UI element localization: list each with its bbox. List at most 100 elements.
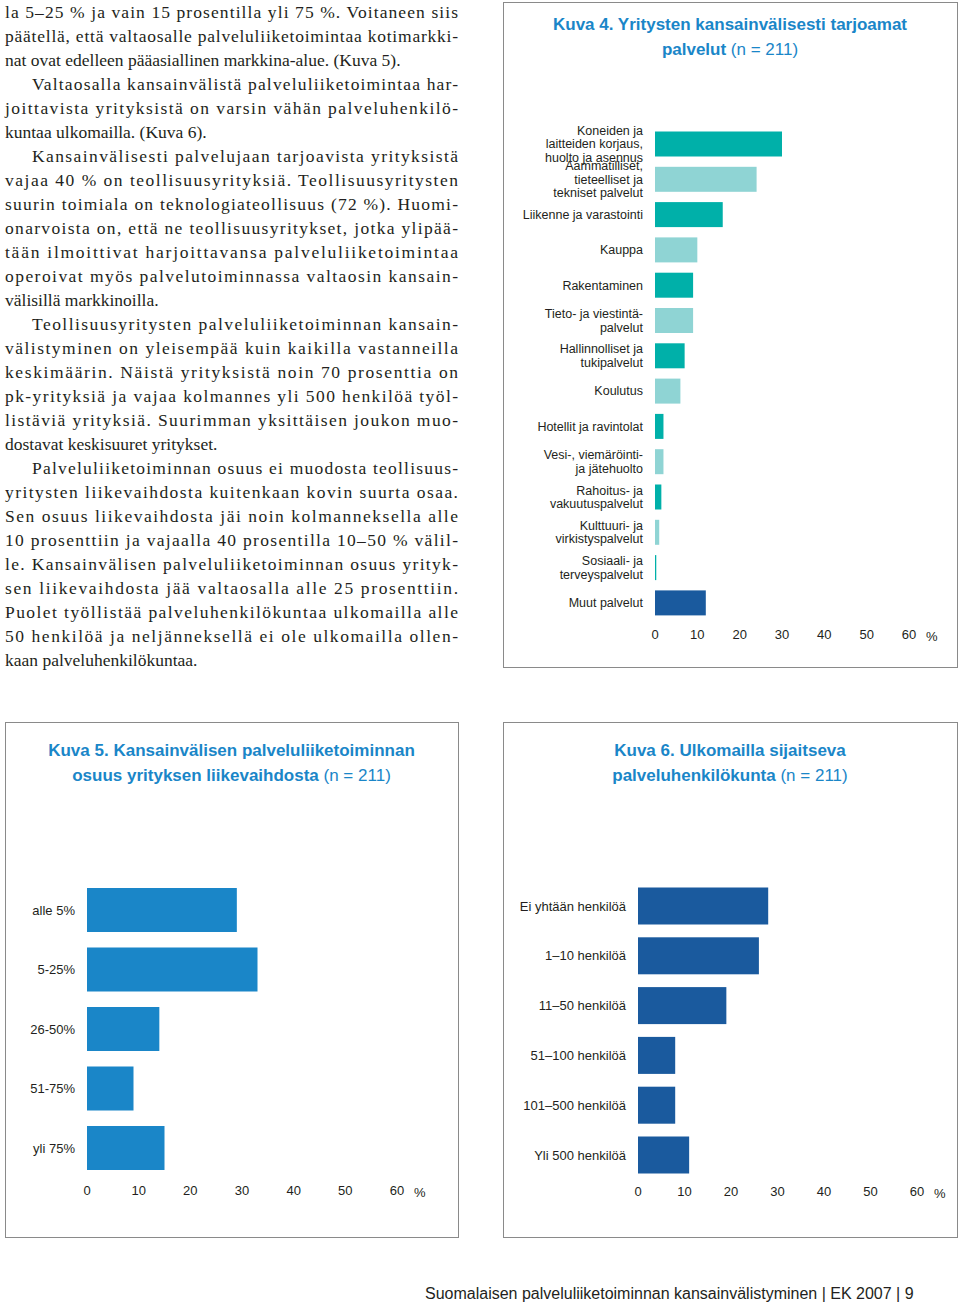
chart-title: Kuva 6. Ulkomailla sijaitsevapalveluhenk… (612, 741, 847, 785)
footer-separator: | (817, 1285, 826, 1302)
bar (87, 1067, 134, 1111)
chart: Kuva 5. Kansainvälisen palveluliiketoimi… (6, 723, 459, 1238)
category-label: Kauppa (600, 243, 643, 257)
bar (87, 888, 237, 932)
label-line: vakuutuspalvelut (550, 497, 644, 511)
text-line: operoivat myös palvelutoiminnassa valtao… (5, 266, 458, 286)
label-line: 5-25% (37, 962, 75, 977)
label-line: terveyspalvelut (560, 568, 644, 582)
bars (655, 132, 782, 616)
category-label: 1–10 henkilöä (545, 948, 627, 963)
title-line: Kuva 5. Kansainvälisen palveluliiketoimi… (48, 741, 415, 760)
label-line: palvelut (600, 321, 644, 335)
label-line: Muut palvelut (569, 596, 644, 610)
bar (655, 308, 693, 333)
label-line: tieteelliset ja (574, 173, 643, 187)
tick-label: 20 (732, 627, 746, 642)
bar (638, 888, 768, 925)
tick-label: 0 (651, 627, 658, 642)
chart-subtitle: (n = 211) (776, 766, 848, 785)
label-line: 11–50 henkilöä (539, 998, 627, 1013)
label-line: Hallinnolliset ja (560, 342, 643, 356)
category-label: Vesi-, viemäröinti-ja jätehuolto (544, 448, 643, 476)
bar (655, 202, 723, 227)
label-line: laitteiden korjaus, (546, 137, 643, 151)
label-line: tekniset palvelut (553, 186, 643, 200)
label-line: Sosiaali- ja (582, 554, 643, 568)
axis-label: % (414, 1185, 426, 1200)
category-label: 11–50 henkilöä (539, 998, 627, 1013)
bar (87, 948, 258, 992)
tick-label: 60 (910, 1184, 924, 1199)
bar (87, 1126, 165, 1170)
bar (655, 132, 782, 157)
title-line: osuus yrityksen liikevaihdosta (72, 766, 319, 785)
title-line: palveluhenkilökunta (612, 766, 776, 785)
bar (655, 237, 697, 262)
label-line: 101–500 henkilöä (523, 1098, 626, 1113)
bar (655, 485, 661, 510)
bar (655, 414, 663, 439)
bar (638, 987, 726, 1024)
label-line: Rahoitus- ja (576, 484, 643, 498)
label-line: Liikenne ja varastointi (523, 208, 643, 222)
text-line: nat ovat edelleen pääasiallinen markkina… (5, 50, 401, 70)
bar (655, 449, 663, 474)
chart-title: Kuva 4. Yritysten kansainvälisesti tarjo… (553, 15, 907, 59)
category-label: Liikenne ja varastointi (523, 208, 643, 222)
text-line: Sen osuus liikevaihdosta jäi noin kolman… (5, 506, 458, 526)
label-line: Yli 500 henkilöä (534, 1148, 627, 1163)
bar (655, 520, 659, 545)
tick-label: 10 (690, 627, 704, 642)
category-label: yli 75% (33, 1141, 75, 1156)
bar (638, 1137, 689, 1174)
text-line: 50 henkilöä ja neljänneksellä ei ole ulk… (5, 626, 458, 646)
axis-label: % (926, 629, 938, 644)
text-line: pk-yrityksiä ja vajaa kolmannes yli 500 … (5, 386, 458, 406)
bars (87, 888, 258, 1170)
tick-label: 0 (83, 1183, 90, 1198)
label-line: Koneiden ja (577, 124, 643, 138)
bar (655, 273, 693, 298)
bar (638, 1087, 675, 1124)
chart-frame (504, 723, 958, 1238)
bar (638, 1037, 675, 1074)
category-label: Hallinnolliset jatukipalvelut (560, 342, 644, 370)
text-line: sen liikevaihdosta jää valtaosalla alle … (5, 578, 458, 598)
text-line: suurin toimiala on teknologiateollisuus … (5, 194, 458, 214)
text-line: Kansainvälisesti palvelujaan tarjoavista… (32, 146, 458, 166)
tick-label: 0 (634, 1184, 641, 1199)
text-line: kaan palveluhenkilökuntaa. (5, 650, 197, 670)
chart-subtitle: (n = 211) (319, 766, 391, 785)
label-line: virkistyspalvelut (555, 532, 643, 546)
category-label: Yli 500 henkilöä (534, 1148, 627, 1163)
text-line: Teollisuusyritysten palveluliiketoiminna… (32, 314, 458, 334)
footer-separator: | (892, 1285, 901, 1302)
label-line: Kauppa (600, 243, 643, 257)
page: la 5–25 % ja vain 15 prosentilla yli 75 … (0, 0, 960, 1303)
label-line: ja jätehuolto (575, 462, 643, 476)
label-line: Vesi-, viemäröinti- (544, 448, 643, 462)
tick-label: 20 (183, 1183, 197, 1198)
category-label: Rakentaminen (562, 279, 643, 293)
text-line: Puolet työllistää palveluhenkilökuntaa u… (5, 602, 458, 622)
body-text: la 5–25 % ja vain 15 prosentilla yli 75 … (4, 2, 458, 670)
label-line: Aammatilliset, (565, 159, 643, 173)
chart-frame (504, 3, 958, 668)
label-line: yli 75% (33, 1141, 75, 1156)
tick-label: 40 (817, 1184, 831, 1199)
category-label: 51-75% (30, 1081, 75, 1096)
label-line: tukipalvelut (580, 356, 643, 370)
text-line: vajaa 40 % on teollisuusyrityksiä. Teoll… (5, 170, 458, 190)
bar (638, 937, 759, 974)
tick-label: 10 (677, 1184, 691, 1199)
text-line: Palveluliiketoiminnan osuus ei muodosta … (32, 458, 458, 478)
text-line: listäviä yrityksiä. Suurimman yksittäise… (5, 410, 458, 430)
text-line: le. Kansainvälisen palveluliiketoiminnan… (5, 554, 458, 574)
axis-label: % (934, 1186, 946, 1201)
chart: Kuva 6. Ulkomailla sijaitsevapalveluhenk… (504, 723, 958, 1238)
text-line: 10 prosenttiin ja vajaalla 40 prosentill… (5, 530, 458, 550)
label-line: Ei yhtään henkilöä (520, 899, 627, 914)
bars (638, 888, 768, 1174)
tick-label: 50 (338, 1183, 352, 1198)
